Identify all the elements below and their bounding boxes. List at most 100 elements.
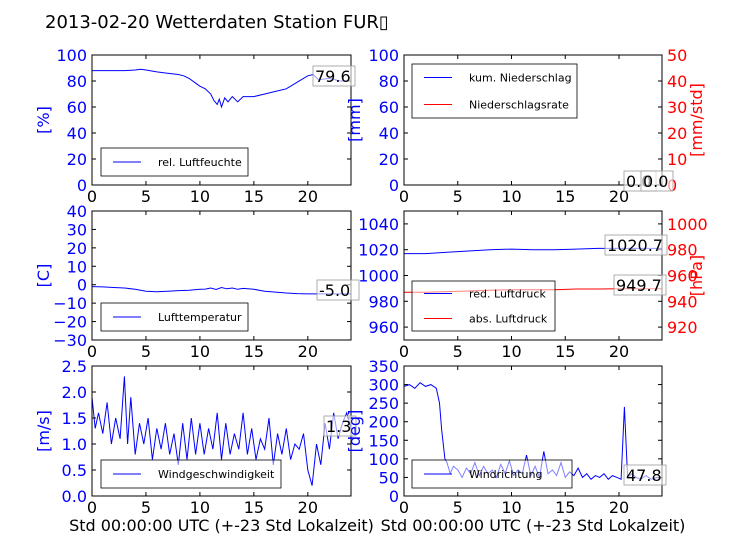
y2-axis-label: [hPa] [687, 255, 706, 296]
x-tick-label: 15 [555, 498, 575, 517]
y-axis-label: [mm] [345, 98, 364, 142]
current-value-frame [312, 65, 356, 87]
x-tick-label: 5 [141, 342, 151, 361]
y2-tick-label: 940 [667, 292, 698, 311]
y2-tick-label: 50 [667, 46, 687, 65]
current-value-2: 949.7 [616, 276, 662, 295]
page-title: 2013-02-20 Wetterdaten Station FUR▯ [45, 12, 389, 33]
x-tick-label: 0 [399, 498, 409, 517]
x-tick-label: 20 [298, 498, 318, 517]
y-tick-label: 80 [379, 72, 399, 91]
y-tick-label: 1000 [358, 267, 399, 286]
legend-label: Windgeschwindigkeit [158, 468, 275, 481]
y-tick-label: 40 [379, 124, 399, 143]
y-tick-label: 350 [368, 357, 399, 376]
y-tick-label: 980 [368, 292, 399, 311]
series-line-windgeschwindigkeit [91, 376, 352, 486]
y-tick-label: 100 [368, 450, 399, 469]
y-tick-label: 250 [368, 394, 399, 413]
x-tick-label: 15 [244, 498, 264, 517]
x-tick-label: 20 [298, 187, 318, 206]
y-tick-label: 1020 [358, 241, 399, 260]
x-axis-label: Std 00:00:00 UTC (+-23 Std Lokalzeit) [69, 516, 374, 535]
current-value-2: 0.0 [643, 172, 668, 191]
plot-frame [91, 54, 352, 186]
y2-tick-label: 980 [667, 241, 698, 260]
x-tick-label: 0 [87, 498, 97, 517]
y-tick-label: 1.5 [62, 409, 87, 428]
y2-axis-label: [mm/std] [687, 83, 706, 157]
x-tick-label: 20 [609, 187, 629, 206]
x-tick-label: 10 [501, 498, 521, 517]
current-value: 1020.7 [607, 236, 663, 255]
y-tick-label: 300 [368, 376, 399, 395]
y-tick-label: 150 [368, 431, 399, 450]
y-tick-label: 0.0 [62, 487, 87, 506]
x-tick-label: 5 [141, 498, 151, 517]
x-tick-label: 5 [453, 187, 463, 206]
current-value: 1.3 [326, 417, 351, 436]
y-tick-label: 960 [368, 318, 399, 337]
y2-tick-label: 920 [667, 318, 698, 337]
y-tick-label: 20 [67, 239, 87, 258]
y2-tick-label: 20 [667, 124, 687, 143]
current-value-frame [316, 279, 360, 301]
y-tick-label: 0.5 [62, 461, 87, 480]
series-line-rel-luftfeuchte [92, 68, 351, 109]
x-tick-label: 20 [298, 342, 318, 361]
x-tick-label: 0 [399, 187, 409, 206]
legend-box [411, 280, 556, 332]
legend-label: red. Luftdruck [469, 288, 546, 301]
current-value: 79.6 [315, 67, 351, 86]
x-tick-label: 5 [453, 498, 463, 517]
x-tick-label: 0 [87, 342, 97, 361]
legend-label: Lufttemperatur [158, 311, 242, 324]
x-tick-label: 10 [501, 187, 521, 206]
legend-label: rel. Luftfeuchte [158, 156, 242, 169]
chart-precip: 0510152002040608010001020304050[mm/std][… [345, 46, 706, 206]
y-tick-label: 10 [67, 257, 87, 276]
y-tick-label: 60 [67, 98, 87, 117]
current-value-frame [623, 464, 667, 486]
legend-label: Niederschlagsrate [469, 99, 569, 112]
x-tick-label: 0 [399, 342, 409, 361]
legend-label: Windrichtung [469, 468, 542, 481]
y-tick-label: 80 [67, 72, 87, 91]
current-value: -5.0 [319, 281, 350, 300]
plot-frame [403, 365, 663, 497]
y-axis-label: [deg] [345, 410, 364, 453]
y-tick-label: −20 [53, 313, 87, 332]
x-tick-label: 20 [609, 498, 629, 517]
y2-tick-label: 960 [667, 267, 698, 286]
y-tick-label: 2.5 [62, 357, 87, 376]
current-value: 47.8 [626, 466, 662, 485]
x-tick-label: 15 [244, 342, 264, 361]
legend-label: kum. Niederschlag [469, 72, 572, 85]
plot-frame [91, 210, 352, 341]
y2-tick-label: 10 [667, 150, 687, 169]
y-tick-label: 40 [67, 202, 87, 221]
y-tick-label: 0 [77, 276, 87, 295]
x-tick-label: 10 [190, 187, 210, 206]
y-tick-label: −10 [53, 294, 87, 313]
y-axis-label: [m/s] [34, 410, 53, 452]
legend-label: abs. Luftdruck [469, 313, 548, 326]
plot-frame [403, 54, 663, 186]
x-tick-label: 5 [453, 342, 463, 361]
y-tick-label: 100 [56, 46, 87, 65]
x-tick-label: 20 [609, 342, 629, 361]
x-tick-label: 15 [555, 187, 575, 206]
x-tick-label: 15 [244, 187, 264, 206]
y-tick-label: 40 [67, 124, 87, 143]
y-tick-label: 50 [379, 468, 399, 487]
y-tick-label: −30 [53, 331, 87, 350]
y2-tick-label: 40 [667, 72, 687, 91]
x-tick-label: 15 [555, 342, 575, 361]
current-value-2-frame [640, 170, 674, 192]
y-tick-label: 20 [67, 150, 87, 169]
y-tick-label: 60 [379, 98, 399, 117]
y-axis-label: [C] [34, 264, 53, 288]
y-axis-label: [%] [34, 106, 53, 134]
